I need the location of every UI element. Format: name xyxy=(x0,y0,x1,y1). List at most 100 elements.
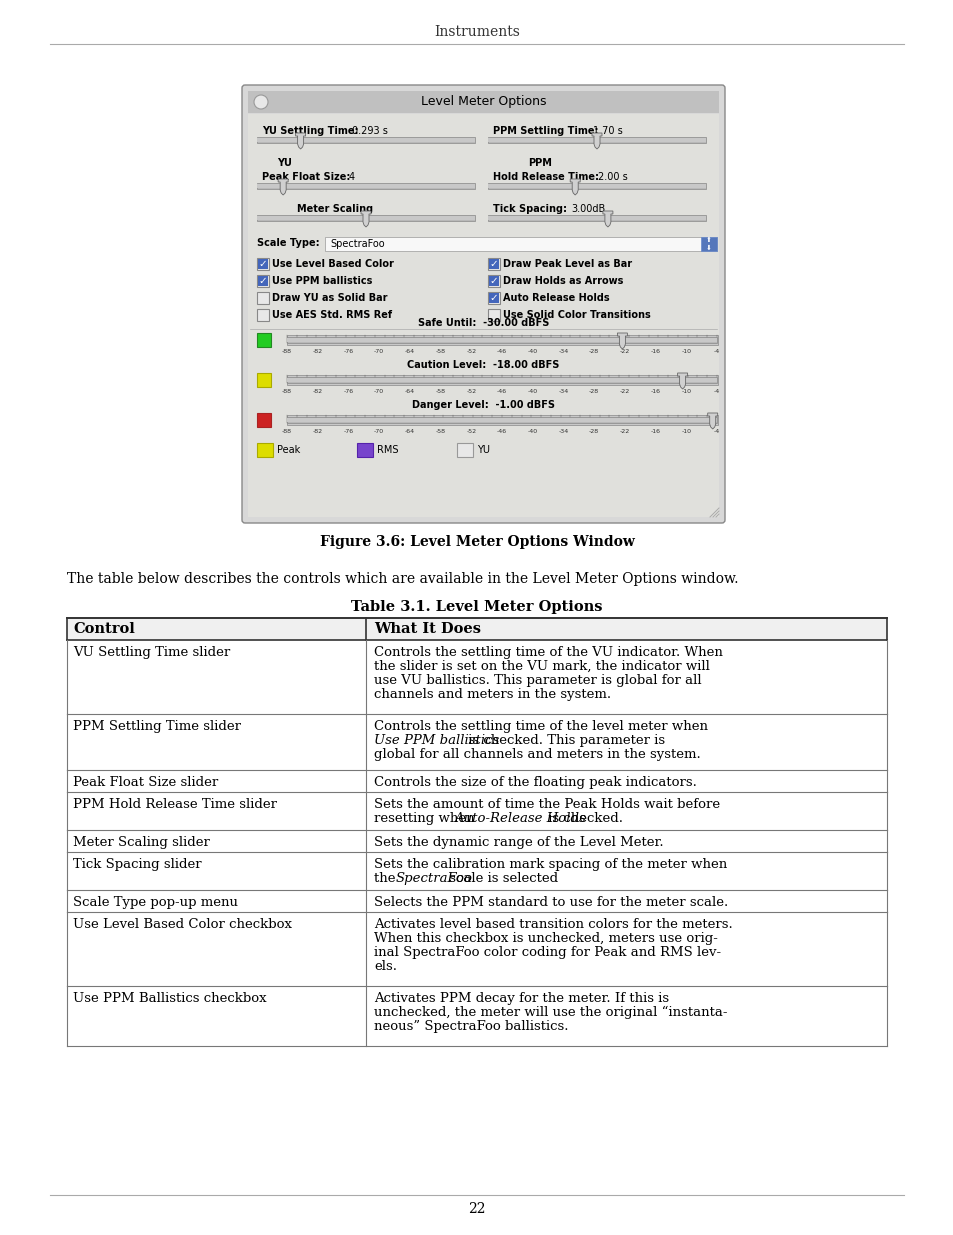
Text: -82: -82 xyxy=(313,350,322,354)
Text: -4: -4 xyxy=(713,429,720,433)
Polygon shape xyxy=(295,133,305,149)
Text: -52: -52 xyxy=(466,350,476,354)
Text: the slider is set on the VU mark, the indicator will: the slider is set on the VU mark, the in… xyxy=(374,659,709,673)
Text: -16: -16 xyxy=(650,429,659,433)
Bar xyxy=(256,216,475,220)
Text: SpectraFoo: SpectraFoo xyxy=(395,872,472,885)
Bar xyxy=(287,335,718,345)
Text: Caution Level:  -18.00 dBFS: Caution Level: -18.00 dBFS xyxy=(407,359,559,370)
Bar xyxy=(256,183,475,189)
Text: -76: -76 xyxy=(343,429,354,433)
Bar xyxy=(356,443,373,457)
Text: -76: -76 xyxy=(343,389,354,394)
Text: -28: -28 xyxy=(588,350,598,354)
Text: channels and meters in the system.: channels and meters in the system. xyxy=(374,688,611,701)
Polygon shape xyxy=(707,412,717,429)
Bar xyxy=(257,259,268,269)
Bar xyxy=(287,337,717,343)
Text: 2.00 s: 2.00 s xyxy=(598,172,627,182)
Text: Control: Control xyxy=(73,622,134,636)
Bar xyxy=(488,291,499,304)
Bar xyxy=(256,184,475,188)
Bar xyxy=(488,138,705,142)
Text: -28: -28 xyxy=(588,429,598,433)
Text: Draw Peak Level as Bar: Draw Peak Level as Bar xyxy=(502,259,632,269)
Text: -4: -4 xyxy=(713,350,720,354)
Text: -88: -88 xyxy=(282,429,292,433)
Polygon shape xyxy=(617,333,627,350)
Bar xyxy=(287,415,718,425)
Text: Table 3.1. Level Meter Options: Table 3.1. Level Meter Options xyxy=(351,600,602,614)
Text: Use PPM ballistics: Use PPM ballistics xyxy=(374,734,499,747)
Text: Safe Until:  -30.00 dBFS: Safe Until: -30.00 dBFS xyxy=(417,317,549,329)
Polygon shape xyxy=(592,133,601,149)
Text: Instruments: Instruments xyxy=(434,25,519,40)
Text: -46: -46 xyxy=(497,350,507,354)
Text: neous” SpectraFoo ballistics.: neous” SpectraFoo ballistics. xyxy=(374,1020,568,1032)
Polygon shape xyxy=(278,179,288,195)
Text: use VU ballistics. This parameter is global for all: use VU ballistics. This parameter is glo… xyxy=(374,674,701,687)
Text: -40: -40 xyxy=(527,429,537,433)
Text: ✓: ✓ xyxy=(489,275,497,287)
Text: Peak Float Size slider: Peak Float Size slider xyxy=(73,776,218,789)
Text: -58: -58 xyxy=(436,389,445,394)
Bar xyxy=(287,338,717,342)
Bar xyxy=(256,137,475,143)
Text: Draw YU as Solid Bar: Draw YU as Solid Bar xyxy=(272,293,387,303)
Text: Use Level Based Color checkbox: Use Level Based Color checkbox xyxy=(73,918,292,931)
Text: Scale Type pop-up menu: Scale Type pop-up menu xyxy=(73,897,237,909)
Text: What It Does: What It Does xyxy=(374,622,481,636)
Text: els.: els. xyxy=(374,960,396,973)
Text: Tick Spacing:: Tick Spacing: xyxy=(493,204,566,214)
Polygon shape xyxy=(602,211,612,227)
Polygon shape xyxy=(360,211,371,227)
Text: -70: -70 xyxy=(374,429,384,433)
Text: ✓: ✓ xyxy=(258,275,267,287)
Text: Controls the settling time of the level meter when: Controls the settling time of the level … xyxy=(374,720,707,734)
Text: unchecked, the meter will use the original “instanta-: unchecked, the meter will use the origin… xyxy=(374,1007,727,1019)
Bar xyxy=(257,275,268,287)
Text: 4: 4 xyxy=(349,172,355,182)
Text: Auto-Release Holds: Auto-Release Holds xyxy=(454,811,585,825)
Text: Activates PPM decay for the meter. If this is: Activates PPM decay for the meter. If th… xyxy=(374,992,669,1005)
Text: -22: -22 xyxy=(619,389,629,394)
Text: -64: -64 xyxy=(404,389,415,394)
Text: resetting when: resetting when xyxy=(374,811,478,825)
Text: -34: -34 xyxy=(558,389,568,394)
Text: PPM Hold Release Time slider: PPM Hold Release Time slider xyxy=(73,798,276,811)
FancyBboxPatch shape xyxy=(242,85,724,522)
Text: -10: -10 xyxy=(680,350,691,354)
Bar xyxy=(489,293,498,303)
Text: -70: -70 xyxy=(374,389,384,394)
Text: -58: -58 xyxy=(436,350,445,354)
Text: -52: -52 xyxy=(466,389,476,394)
Text: Figure 3.6: Level Meter Options Window: Figure 3.6: Level Meter Options Window xyxy=(319,535,634,550)
Text: Scale Type:: Scale Type: xyxy=(256,238,319,248)
Text: ✓: ✓ xyxy=(489,259,497,269)
Text: Controls the settling time of the VU indicator. When: Controls the settling time of the VU ind… xyxy=(374,646,722,659)
Text: Use Level Based Color: Use Level Based Color xyxy=(272,259,394,269)
Text: Tick Spacing slider: Tick Spacing slider xyxy=(73,858,201,871)
Bar xyxy=(287,417,717,422)
Polygon shape xyxy=(570,179,579,195)
Text: is checked.: is checked. xyxy=(543,811,622,825)
Text: RMS: RMS xyxy=(376,445,398,454)
Bar xyxy=(287,378,717,382)
Text: -10: -10 xyxy=(680,389,691,394)
Text: -40: -40 xyxy=(527,389,537,394)
Circle shape xyxy=(253,95,268,109)
Bar xyxy=(287,375,718,385)
Text: -4: -4 xyxy=(713,389,720,394)
Text: The table below describes the controls which are available in the Level Meter Op: The table below describes the controls w… xyxy=(67,572,738,585)
Text: ⬆
⬇: ⬆ ⬇ xyxy=(705,237,711,251)
Text: Controls the size of the floating peak indicators.: Controls the size of the floating peak i… xyxy=(374,776,697,789)
Text: 22: 22 xyxy=(468,1202,485,1216)
Text: -22: -22 xyxy=(619,350,629,354)
Text: -76: -76 xyxy=(343,350,354,354)
Bar xyxy=(256,138,475,142)
Text: Peak: Peak xyxy=(276,445,300,454)
Text: -16: -16 xyxy=(650,389,659,394)
Polygon shape xyxy=(677,373,687,389)
Text: Hold Release Time:: Hold Release Time: xyxy=(493,172,598,182)
Text: Danger Level:  -1.00 dBFS: Danger Level: -1.00 dBFS xyxy=(412,400,555,410)
